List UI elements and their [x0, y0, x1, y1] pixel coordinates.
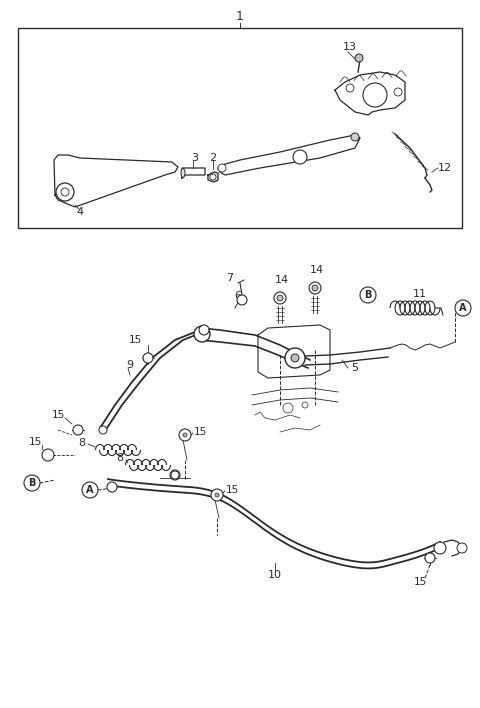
Circle shape — [293, 150, 307, 164]
Circle shape — [394, 88, 402, 96]
Circle shape — [56, 183, 74, 201]
Circle shape — [194, 326, 210, 342]
Text: 1: 1 — [236, 9, 244, 23]
Text: 15: 15 — [193, 427, 206, 437]
Text: 14: 14 — [310, 265, 324, 275]
Circle shape — [143, 353, 153, 363]
Circle shape — [183, 433, 187, 437]
Bar — [18, 28, 462, 228]
Circle shape — [434, 542, 446, 554]
Circle shape — [237, 295, 247, 305]
Text: 15: 15 — [51, 410, 65, 420]
Text: A: A — [86, 485, 94, 495]
Circle shape — [457, 543, 467, 553]
Circle shape — [285, 348, 305, 368]
Text: B: B — [28, 478, 36, 488]
Circle shape — [291, 354, 299, 362]
Text: 13: 13 — [343, 42, 357, 52]
Circle shape — [211, 489, 223, 501]
Text: 2: 2 — [209, 153, 216, 163]
Circle shape — [170, 470, 180, 480]
Circle shape — [312, 285, 318, 291]
Circle shape — [99, 426, 107, 434]
Text: 3: 3 — [192, 153, 199, 163]
Circle shape — [210, 174, 216, 180]
Text: 9: 9 — [126, 360, 133, 370]
Text: 4: 4 — [76, 207, 84, 217]
Circle shape — [179, 429, 191, 441]
Circle shape — [309, 282, 321, 294]
Text: 5: 5 — [351, 363, 359, 373]
Text: A: A — [459, 303, 467, 313]
Text: 8: 8 — [78, 438, 85, 448]
Polygon shape — [54, 155, 178, 207]
Circle shape — [215, 493, 219, 497]
Polygon shape — [208, 172, 218, 182]
Circle shape — [277, 295, 283, 301]
Circle shape — [346, 84, 354, 92]
Circle shape — [218, 164, 226, 172]
Circle shape — [363, 83, 387, 107]
Circle shape — [107, 482, 117, 492]
Polygon shape — [258, 325, 330, 378]
Polygon shape — [182, 168, 205, 178]
Text: 14: 14 — [275, 275, 289, 285]
Text: 10: 10 — [268, 570, 282, 580]
Text: 15: 15 — [226, 485, 239, 495]
Text: 15: 15 — [413, 577, 427, 587]
Text: 8: 8 — [117, 453, 123, 463]
Text: 11: 11 — [413, 289, 427, 299]
Polygon shape — [218, 135, 360, 175]
Circle shape — [425, 553, 435, 563]
Text: 15: 15 — [128, 335, 142, 345]
Text: 7: 7 — [227, 273, 234, 283]
Text: 6: 6 — [235, 291, 241, 301]
Circle shape — [199, 325, 209, 335]
Circle shape — [274, 292, 286, 304]
Circle shape — [73, 425, 83, 435]
Circle shape — [42, 449, 54, 461]
Polygon shape — [335, 72, 405, 115]
Text: B: B — [364, 290, 372, 300]
Text: 15: 15 — [28, 437, 42, 447]
Ellipse shape — [181, 169, 185, 178]
Circle shape — [171, 471, 179, 479]
Text: 12: 12 — [438, 163, 452, 173]
Circle shape — [355, 54, 363, 62]
Circle shape — [351, 133, 359, 141]
